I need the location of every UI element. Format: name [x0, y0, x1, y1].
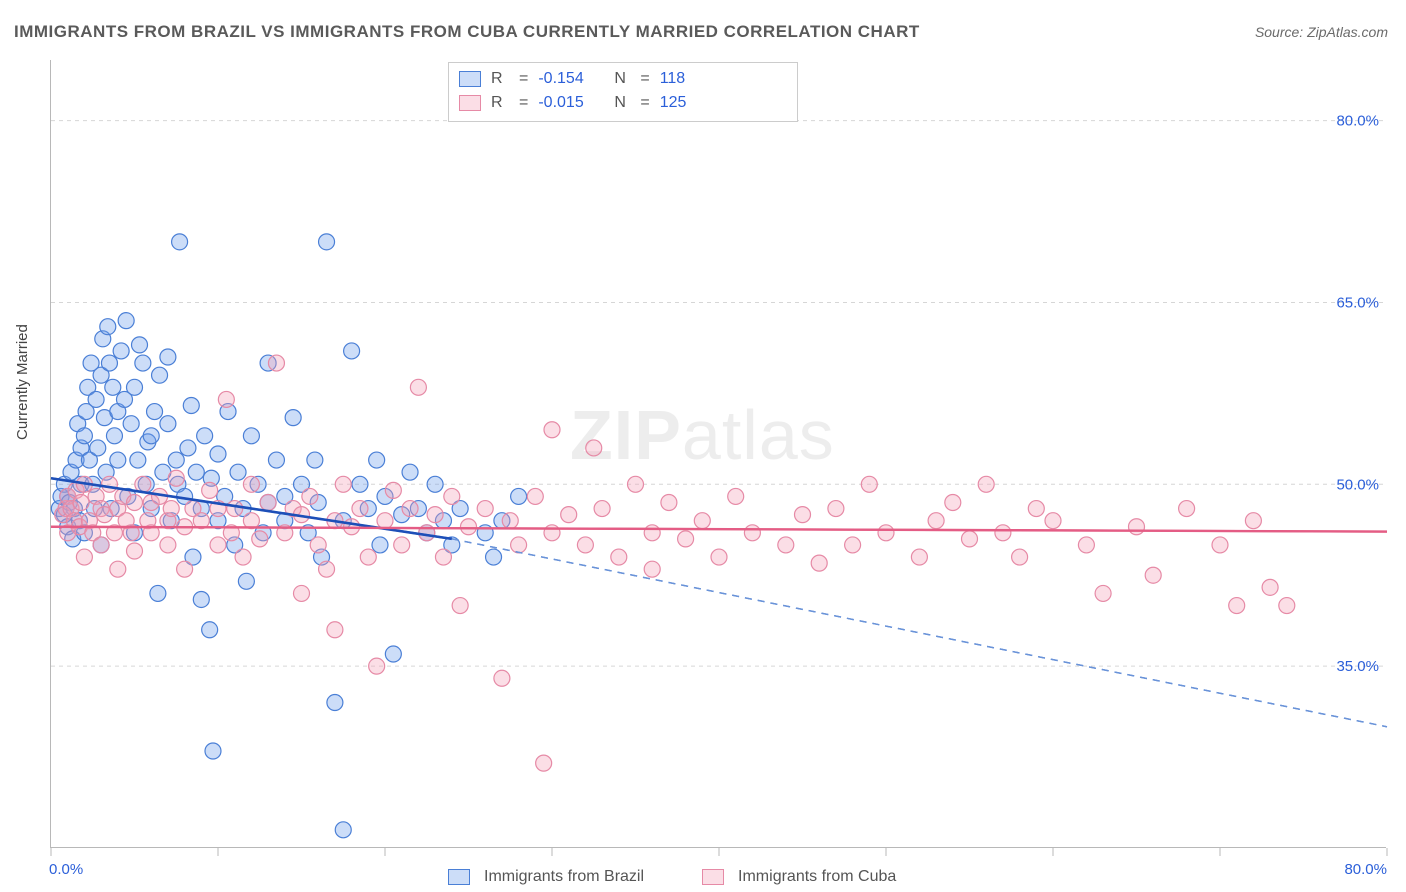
correlation-stats-box: R = -0.154 N = 118 R = -0.015 N = 125	[448, 62, 798, 122]
svg-text:80.0%: 80.0%	[1336, 113, 1379, 130]
source-attribution: Source: ZipAtlas.com	[1255, 24, 1388, 40]
r-value-cuba: -0.015	[538, 91, 604, 115]
swatch-cuba	[459, 95, 481, 111]
stats-row-brazil: R = -0.154 N = 118	[459, 67, 787, 91]
n-value-cuba: 125	[660, 91, 726, 115]
chart-svg: 35.0%50.0%65.0%80.0%0.0%80.0%	[51, 60, 1386, 847]
r-label: R	[491, 91, 509, 115]
y-axis-label: Currently Married	[14, 324, 31, 440]
legend-swatch-cuba	[702, 869, 724, 885]
legend-label-brazil: Immigrants from Brazil	[484, 868, 644, 886]
n-value-brazil: 118	[660, 67, 726, 91]
chart-legend: Immigrants from Brazil Immigrants from C…	[448, 868, 896, 886]
chart-title: IMMIGRANTS FROM BRAZIL VS IMMIGRANTS FRO…	[14, 22, 920, 42]
swatch-brazil	[459, 71, 481, 87]
legend-swatch-brazil	[448, 869, 470, 885]
n-label: N	[614, 91, 630, 115]
eq-sign: =	[519, 91, 528, 115]
svg-text:80.0%: 80.0%	[1344, 861, 1387, 878]
r-label: R	[491, 67, 509, 91]
svg-text:0.0%: 0.0%	[49, 861, 83, 878]
svg-text:65.0%: 65.0%	[1336, 294, 1379, 311]
chart-plot-area: 35.0%50.0%65.0%80.0%0.0%80.0%	[50, 60, 1386, 848]
eq-sign: =	[519, 67, 528, 91]
svg-text:35.0%: 35.0%	[1336, 658, 1379, 675]
stats-row-cuba: R = -0.015 N = 125	[459, 91, 787, 115]
r-value-brazil: -0.154	[538, 67, 604, 91]
n-label: N	[614, 67, 630, 91]
svg-text:50.0%: 50.0%	[1336, 476, 1379, 493]
eq-sign: =	[640, 67, 649, 91]
eq-sign: =	[640, 91, 649, 115]
legend-label-cuba: Immigrants from Cuba	[738, 868, 896, 886]
